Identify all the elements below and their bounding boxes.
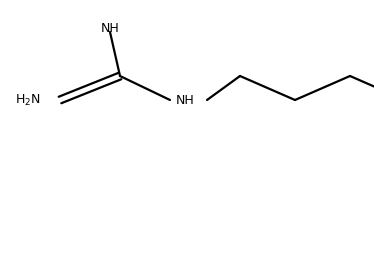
Text: NH: NH bbox=[101, 22, 119, 35]
Text: NH: NH bbox=[176, 93, 194, 106]
Text: H$_2$N: H$_2$N bbox=[15, 92, 41, 107]
